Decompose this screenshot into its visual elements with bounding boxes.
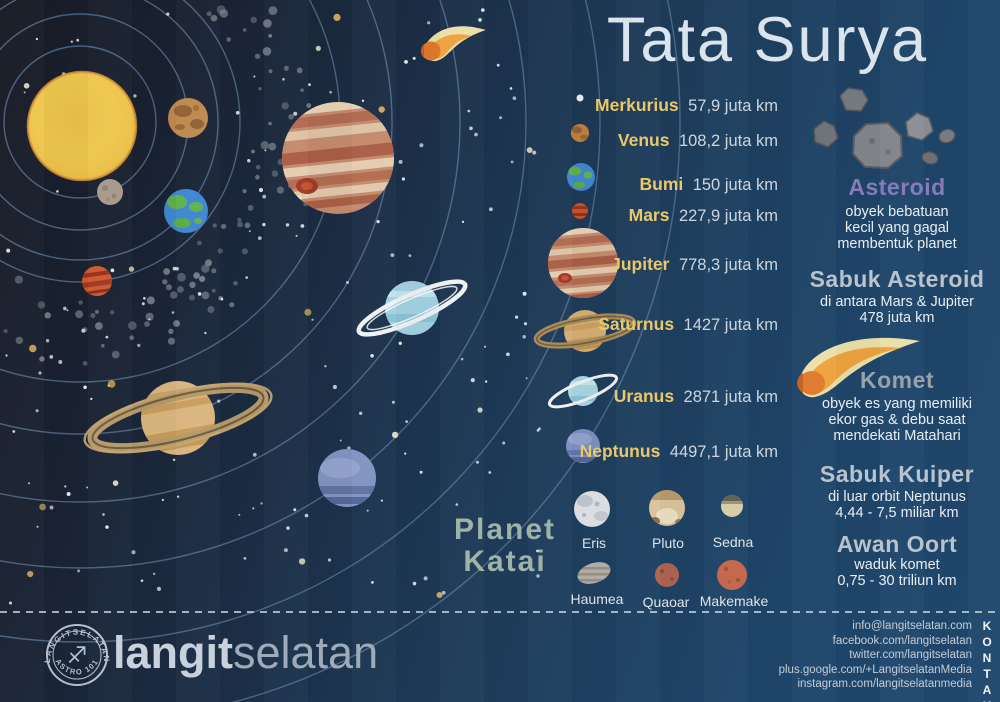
planet-distance: 4497,1 juta km: [669, 443, 778, 461]
contact-twitter: twitter.com/langitselatan: [849, 649, 972, 662]
sabuk-asteroid-description: di antara Mars & Jupiter 478 juta km: [820, 294, 974, 327]
planet-name: Merkurius: [595, 95, 679, 115]
contact-googleplus: plus.google.com/+LangitselatanMedia: [778, 663, 972, 676]
pluto-thumb: [649, 490, 685, 526]
asteroid-belt-dots: [3, 5, 320, 366]
asteroid-heading: Asteroid: [848, 174, 946, 200]
sabuk-kuiper-description: di luar orbit Neptunus 4,44 - 7,5 miliar…: [828, 489, 966, 522]
asteroid-rocks-illustration: [813, 87, 956, 169]
uranus-thumb: [547, 373, 619, 409]
planet-row-bumi: Bumi 150 juta km: [640, 174, 779, 196]
asteroid-rock: [839, 87, 869, 112]
comet-illustration: [420, 26, 486, 62]
planet-name: Uranus: [613, 386, 675, 406]
earth-illustration: [164, 189, 208, 233]
saturnus-thumb: [533, 310, 637, 353]
poster-title: Tata Surya: [606, 5, 929, 75]
planet-row-saturnus: Saturnus 1427 juta km: [598, 314, 778, 336]
wordmark-bold: langit: [113, 627, 233, 678]
contact-instagram: instagram.com/langitselatanmedia: [797, 678, 972, 691]
planet-name: Jupiter: [611, 254, 670, 274]
starfield: [5, 8, 541, 605]
mars-illustration: [80, 266, 114, 296]
awan-oort-description: waduk komet 0,75 - 30 triliun km: [837, 557, 957, 590]
contact-facebook: facebook.com/langitselatan: [832, 634, 972, 647]
planet-distance: 1427 juta km: [683, 316, 778, 334]
planet-distance: 108,2 juta km: [678, 132, 778, 150]
neptune-illustration: [318, 449, 376, 507]
kontak-vertical-label: KONTAK: [980, 619, 994, 702]
planet-katai-heading: Planet Katai: [453, 513, 557, 578]
wordmark-light: selatan: [233, 627, 379, 678]
planet-row-uranus: Uranus 2871 juta km: [614, 386, 778, 408]
asteroid-rock: [938, 128, 956, 144]
planet-distance: 150 juta km: [692, 176, 778, 194]
planet-row-venus: Venus 108,2 juta km: [618, 130, 778, 152]
planet-distance: 227,9 juta km: [678, 207, 778, 225]
planet-name: Neptunus: [579, 441, 661, 461]
venus-illustration: [168, 98, 208, 138]
mars-thumb: [572, 203, 588, 219]
planet-row-jupiter: Jupiter 778,3 juta km: [611, 254, 778, 276]
sabuk-asteroid-heading: Sabuk Asteroid: [809, 266, 985, 292]
planet-name: Venus: [617, 130, 670, 150]
asteroid-description: obyek bebatuan kecil yang gagal membentu…: [837, 204, 957, 253]
asteroid-rock: [852, 122, 903, 169]
makemake-thumb: [717, 560, 747, 590]
venus-thumb: [571, 124, 589, 142]
komet-illustration: [797, 337, 920, 398]
haumea-thumb: [574, 562, 614, 584]
dwarf-label-makemake: Makemake: [699, 593, 769, 609]
bumi-thumb: [567, 163, 595, 191]
langitselatan-wordmark: langitselatan: [113, 629, 378, 677]
dwarf-label-quaoar: Quaoar: [642, 594, 690, 610]
asteroid-rock: [921, 151, 939, 165]
eris-thumb: [574, 491, 610, 527]
contact-email: info@langitselatan.com: [852, 620, 972, 632]
planet-name: Mars: [628, 205, 670, 225]
orbit-rings: [0, 0, 681, 702]
jupiter-illustration: [282, 102, 394, 214]
planet-distance: 2871 juta km: [683, 388, 778, 406]
dwarf-label-haumea: Haumea: [570, 591, 624, 607]
contact-list: info@langitselatan.com facebook.com/lang…: [779, 619, 972, 692]
sedna-thumb: [721, 495, 743, 517]
planet-distance: 778,3 juta km: [678, 256, 778, 274]
sun-illustration: [26, 70, 138, 182]
planet-distance: 57,9 juta km: [688, 97, 778, 115]
dwarf-label-pluto: Pluto: [652, 535, 684, 551]
planet-name: Saturnus: [598, 314, 675, 334]
uranus-illustration: [356, 279, 468, 337]
neptunus-thumb: [566, 429, 600, 463]
centaur-archer-icon: ♐: [67, 642, 88, 668]
komet-heading: Komet: [859, 367, 935, 393]
sabuk-kuiper-heading: Sabuk Kuiper: [819, 461, 975, 487]
planet-row-merkurius: Merkurius 57,9 juta km: [595, 95, 778, 117]
planet-row-neptunus: Neptunus 4497,1 juta km: [580, 441, 778, 463]
footer-divider: [0, 611, 1000, 613]
asteroid-rock: [905, 112, 934, 141]
merkurius-thumb: [576, 94, 584, 102]
dwarf-label-sedna: Sedna: [712, 534, 754, 550]
dwarf-label-eris: Eris: [581, 535, 607, 551]
asteroid-rock: [813, 120, 839, 148]
mercury-illustration: [97, 179, 123, 205]
planet-row-mars: Mars 227,9 juta km: [629, 205, 778, 227]
awan-oort-heading: Awan Oort: [836, 531, 958, 557]
langitselatan-stamp-logo: LANGITSELATAN ASTRO 101 ♐: [43, 624, 110, 686]
quaoar-thumb: [655, 563, 679, 587]
planet-name: Bumi: [639, 174, 684, 194]
komet-description: obyek es yang memiliki ekor gas & debu s…: [822, 396, 972, 445]
